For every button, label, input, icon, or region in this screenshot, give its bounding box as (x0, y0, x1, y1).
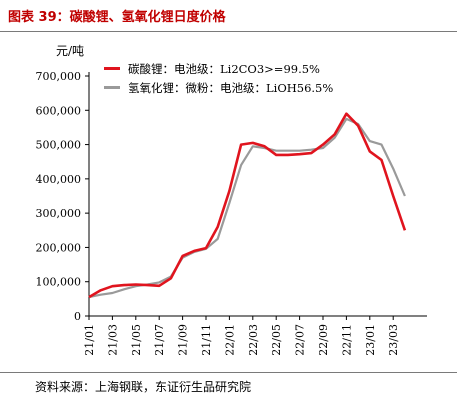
series-line-2 (88, 117, 406, 299)
legend-item-series-2: 氢氧化锂：微粉：电池级：LiOH56.5% (104, 78, 333, 97)
legend-label-series-2: 氢氧化锂：微粉：电池级：LiOH56.5% (128, 80, 334, 95)
x-tick-label: 23/01 (364, 324, 377, 356)
legend: 碳酸锂：电池级：Li2CO3>=99.5% 氢氧化锂：微粉：电池级：LiOH56… (104, 59, 333, 97)
title-divider (0, 31, 457, 32)
x-tick-label: 22/01 (223, 324, 236, 356)
x-tick-label: 22/05 (270, 324, 283, 356)
source-note: 资料来源：上海钢联，东证衍生品研究院 (35, 380, 252, 394)
source-divider (0, 372, 457, 373)
chart-axes: 0 100,000 200,000 300,000 400,000 500,000 600,… (36, 70, 427, 356)
figure-title: 图表 39：碳酸锂、氢氧化锂日度价格 (8, 10, 226, 25)
x-tick-label: 22/03 (247, 324, 260, 356)
x-tick-label: 22/11 (340, 324, 353, 356)
y-tick-label: 300,000 (36, 207, 82, 220)
y-unit-label: 元/吨 (56, 44, 85, 58)
y-tick-label: 600,000 (36, 104, 82, 117)
x-tick-label: 22/07 (294, 324, 307, 356)
legend-swatch-series-2 (104, 86, 120, 89)
chart-series (88, 112, 407, 299)
x-tick-label: 21/09 (177, 324, 190, 356)
x-tick-label: 21/07 (153, 324, 166, 356)
legend-label-series-1: 碳酸锂：电池级：Li2CO3>=99.5% (128, 61, 320, 76)
legend-item-series-1: 碳酸锂：电池级：Li2CO3>=99.5% (104, 59, 333, 78)
legend-swatch-series-1 (104, 67, 120, 70)
y-tick-label: 200,000 (36, 241, 82, 254)
y-tick-label: 400,000 (36, 173, 82, 186)
line-chart: 0 100,000 200,000 300,000 400,000 500,000 600,… (36, 70, 427, 356)
y-tick-label: 100,000 (36, 276, 82, 289)
x-tick-label: 21/11 (200, 324, 213, 356)
x-tick-label: 21/05 (130, 324, 143, 356)
y-tick-label: 0 (74, 310, 81, 323)
x-tick-label: 21/01 (83, 324, 96, 356)
y-tick-label: 500,000 (36, 139, 82, 152)
x-tick-label: 21/03 (106, 324, 119, 356)
x-tick-label: 23/03 (387, 324, 400, 356)
x-tick-label: 22/09 (317, 324, 330, 356)
series-line-1 (88, 112, 407, 299)
y-tick-label: 700,000 (36, 70, 82, 83)
